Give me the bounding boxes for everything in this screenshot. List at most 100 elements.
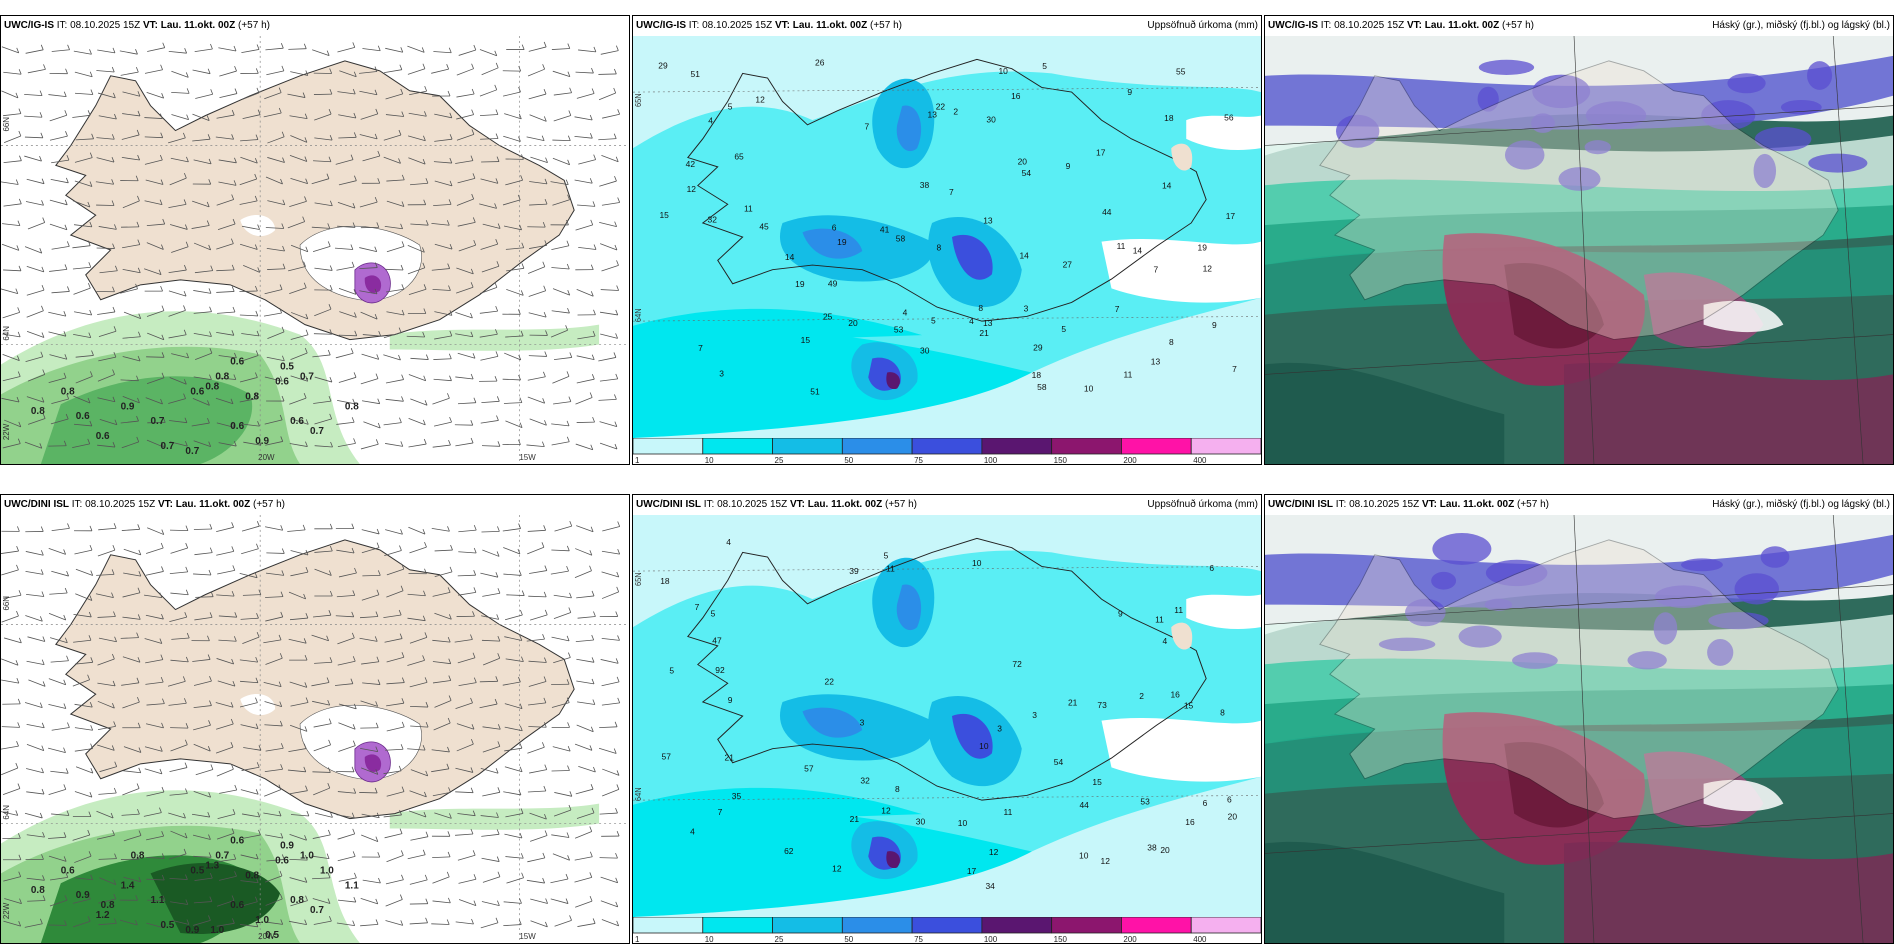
- accum-value: 54: [1022, 169, 1032, 178]
- map-canvas: [1265, 515, 1893, 943]
- precip-value: 0.6: [230, 900, 244, 911]
- colorbar-label: 100: [984, 935, 998, 943]
- accum-value: 4: [969, 317, 974, 326]
- accum-value: 15: [801, 336, 811, 345]
- colorbar-label: 10: [705, 456, 714, 464]
- precip-value: 1.4: [121, 880, 135, 891]
- accum-value: 15: [659, 211, 669, 220]
- it-value: 08.10.2025 15Z: [702, 20, 773, 31]
- model-name: UWC/DINI ISL: [4, 499, 69, 510]
- panel-header: UWC/DINI ISL IT: 08.10.2025 15Z VT: Lau.…: [1, 495, 629, 515]
- accum-value: 7: [949, 188, 954, 197]
- colorbar-label: 75: [914, 935, 923, 943]
- panel-dini-clouds: UWC/DINI ISL IT: 08.10.2025 15Z VT: Lau.…: [1264, 494, 1894, 944]
- accum-value: 11: [1004, 808, 1013, 817]
- accum-value: 11: [886, 565, 895, 574]
- accum-value: 5: [1042, 62, 1047, 71]
- panel-header: UWC/IG-IS IT: 08.10.2025 15Z VT: Lau. 11…: [1265, 16, 1893, 36]
- precip-value: 0.8: [31, 885, 45, 896]
- panel-title: Háský (gr.), miðský (fj.bl.) og lágský (…: [1712, 20, 1890, 31]
- precip-value: 0.5: [280, 361, 294, 372]
- accum-value: 5: [728, 103, 733, 112]
- precip-value: 0.9: [280, 840, 294, 851]
- accum-value: 6: [1209, 564, 1214, 573]
- accum-value: 7: [718, 808, 723, 817]
- it-label: IT:: [1335, 499, 1347, 510]
- axis-label: 22W: [2, 902, 11, 919]
- precip-value: 1.1: [345, 880, 359, 891]
- axis-label: 64N: [2, 805, 11, 820]
- map-area: 20W 15W 66N 64N 22W 0.6 0.9 1.0 0.7 0.5 0.8 0.6 1.3 1…: [1, 515, 629, 943]
- precip-value: 0.7: [310, 905, 324, 916]
- accum-value: 7: [865, 123, 870, 132]
- colorbar-swatch: [981, 438, 1053, 455]
- accum-value: 25: [823, 313, 833, 322]
- vt-value: Lau. 11.okt. 00Z: [1439, 499, 1515, 510]
- accum-value: 17: [1226, 212, 1236, 221]
- accum-value: 21: [725, 754, 735, 763]
- accum-value: 21: [1068, 699, 1078, 708]
- precip-value: 0.5: [265, 930, 279, 941]
- colorbar-swatch: [841, 917, 913, 934]
- accum-value: 62: [784, 847, 794, 856]
- accum-value: 11: [1117, 242, 1126, 251]
- precip-value: 0.7: [151, 416, 165, 427]
- precip-value: 1.0: [255, 915, 269, 926]
- accum-value: 10: [1084, 385, 1094, 394]
- accum-value: 8: [978, 304, 983, 313]
- map-canvas: 20W 15W 66N 64N 22W 0.6 0.9 1.0 0.7 0.5 0.8 0.6 1.3 1…: [1, 515, 629, 943]
- it-label: IT:: [1320, 20, 1332, 31]
- vt-value: Lau. 11.okt. 00Z: [1424, 20, 1500, 31]
- vt-label: VT:: [1406, 20, 1422, 31]
- accum-value: 20: [1228, 813, 1238, 822]
- precip-value: 1.1: [151, 895, 165, 906]
- accum-value: 3: [860, 719, 865, 728]
- accum-value: 72: [1012, 660, 1022, 669]
- accum-value: 4: [690, 828, 695, 837]
- accum-value: 14: [785, 253, 795, 262]
- map-area: 65N 64N 8 9 8 10 5 9 10 7 12 29 11 6 5 4 4 3 13 18 20 26 56 58 4…: [633, 36, 1261, 464]
- accum-value: 53: [1140, 798, 1150, 807]
- colorbar-swatch: [1051, 917, 1122, 934]
- map-area: 65N 64N 3 6 10 9 11 6 5 7 12 38 22 4 3 5 10 8 21 15 18 34 72 53…: [633, 515, 1261, 943]
- accum-value: 11: [744, 205, 753, 214]
- accum-value: 5: [884, 552, 889, 561]
- vt-label: VT:: [157, 499, 173, 510]
- precip-value: 0.7: [185, 446, 199, 457]
- colorbar-label: 200: [1123, 935, 1137, 943]
- accum-value: 4: [903, 309, 908, 318]
- accum-value: 10: [958, 819, 968, 828]
- accum-value: 34: [985, 882, 995, 891]
- lead-time: (+57 h): [870, 20, 902, 31]
- accum-value: 57: [804, 765, 814, 774]
- precip-value: 0.5: [190, 865, 204, 876]
- precip-value: 0.9: [185, 925, 199, 936]
- accum-value: 35: [732, 792, 742, 801]
- accum-value: 13: [1151, 358, 1161, 367]
- precip-value: 0.8: [290, 895, 304, 906]
- precip-value: 0.9: [76, 890, 90, 901]
- colorbar-swatch: [633, 438, 704, 455]
- accum-value: 9: [1066, 162, 1071, 171]
- accum-value: 18: [1164, 114, 1174, 123]
- colorbar-swatch: [1190, 917, 1261, 934]
- accum-value: 29: [658, 62, 668, 71]
- accum-value: 14: [1019, 252, 1029, 261]
- vt-value: Lau. 11.okt. 00Z: [160, 20, 236, 31]
- precip-value: 0.8: [131, 850, 145, 861]
- precip-value: 1.0: [320, 865, 334, 876]
- accum-value: 30: [986, 116, 996, 125]
- vt-label: VT:: [774, 20, 790, 31]
- accum-value: 22: [825, 678, 835, 687]
- colorbar-label: 50: [844, 456, 853, 464]
- accum-value: 55: [1176, 68, 1186, 77]
- accum-value: 39: [849, 567, 859, 576]
- accum-value: 5: [669, 667, 674, 676]
- it-value: 08.10.2025 15Z: [1334, 20, 1405, 31]
- accum-value: 30: [920, 347, 930, 356]
- axis-label: 65N: [634, 572, 643, 586]
- accum-value: 32: [708, 216, 718, 225]
- accum-value: 7: [1115, 305, 1120, 314]
- colorbar-label: 1: [635, 456, 640, 464]
- precip-value: 0.6: [61, 865, 75, 876]
